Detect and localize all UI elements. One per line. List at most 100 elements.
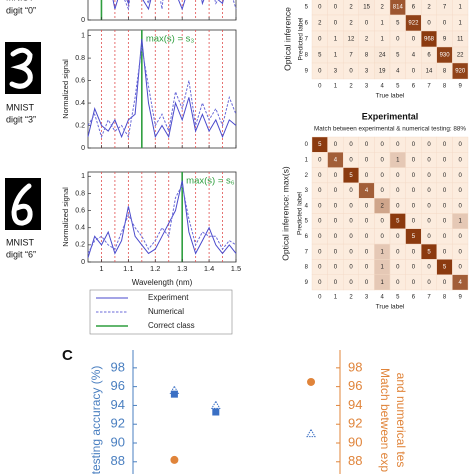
row-label: 8 [305,265,309,271]
cell-label: 0 [396,173,400,179]
y2-tick-label: 96 [348,378,362,393]
cell-label: 0 [412,188,416,194]
cell-label: 0 [334,249,338,255]
cell-label: 24 [379,53,386,59]
cell-label: 9 [443,37,447,43]
panel-frame [87,29,237,149]
row-label: 4 [305,203,309,209]
cell-label: 4 [396,69,400,75]
y-tick-label: 1 [81,32,85,39]
digit-label: digit “0” [6,5,36,15]
cell-label: 0 [365,265,369,271]
cell-label: 920 [455,69,466,75]
row-label: 8 [305,53,309,59]
cell-label: 12 [348,37,355,43]
cell-label: 0 [349,280,353,286]
cell-label: 4 [334,158,338,164]
digit-image-6 [5,178,41,230]
x-tick-label: 1.4 [204,264,214,273]
cell-label: 0 [443,203,447,209]
cell-label: 15 [363,5,370,11]
x-axis-label: True label [376,93,405,100]
cell-label: 0 [381,173,385,179]
cell-label: 0 [334,234,338,240]
y2-tick-label: 98 [348,359,362,374]
cell-label: 0 [443,249,447,255]
cell-label: 5 [349,173,353,179]
cell-label: 0 [349,265,353,271]
cell-label: 0 [318,158,322,164]
panel-label: C [62,347,73,364]
cell-label: 6 [427,53,431,59]
numerical-line [87,46,237,139]
y2-axis-label: and numerical tes [394,373,408,468]
col-label: 9 [459,295,463,301]
cell-label: 0 [443,158,447,164]
cell-label: 8 [365,53,369,59]
cell-label: 2 [318,21,322,27]
y2-tick-label: 92 [348,416,362,431]
spectrum-panel: 00.20.40.60.81Normalized signalMNISTdigi… [6,0,237,24]
y-tick-label: 0.4 [75,225,85,232]
y-axis-label: Optical inference: max(s) [280,166,290,261]
cell-label: 8 [443,69,447,75]
legend-label: Correct class [148,321,195,330]
cell-label: 0 [381,219,385,225]
cell-label: 4 [412,53,416,59]
cell-label: 0 [443,21,447,27]
plots: 0 0.2 0.4 0.6 0.8 1 Normalized signal MNIST digi… [6,0,469,474]
cell-label: 3 [365,69,369,75]
col-label: 0 [318,84,322,90]
cell-label: 0 [334,280,338,286]
cell-label: 0 [412,142,416,148]
cell-label: 0 [365,203,369,209]
row-label: 2 [305,173,309,179]
cell-label: 4 [459,280,463,286]
annotation: max(s) = s₆ [186,176,235,187]
cell-label: 0 [349,219,353,225]
cell-label: 0 [412,69,416,75]
cell-label: 0 [318,173,322,179]
cell-label: 1 [459,219,463,225]
col-label: 1 [334,84,338,90]
cell-label: 0 [427,219,431,225]
row-label: 9 [305,280,309,286]
col-label: 3 [365,84,369,90]
col-label: 9 [459,84,463,90]
cell-label: 0 [459,142,463,148]
cell-label: 5 [396,219,400,225]
annotation: max(s) = s₃ [146,34,195,45]
row-title: Predicted label [298,17,305,61]
cell-label: 0 [396,203,400,209]
cell-label: 1 [381,37,385,43]
cell-label: 2 [365,37,369,43]
cell-label: 0 [427,173,431,179]
col-label: 6 [412,295,416,301]
cell-label: 0 [459,249,463,255]
cell-label: 0 [443,280,447,286]
cell-label: 1 [459,21,463,27]
spectrum-panel: 0 0.2 0.4 0.6 0.8 1 max(s) = s₃ Normalized sign… [6,29,237,152]
digit-label: MNIST [6,102,35,112]
y-axis-label: testing accuracy (%) [89,366,103,474]
x-tick-label: 1 [99,264,103,273]
cell-label: 0 [396,37,400,43]
cell-label: 0 [334,21,338,27]
cell-label: 0 [412,280,416,286]
panel-frame [87,0,237,21]
cell-label: 0 [459,173,463,179]
x-tick-label: 1.3 [177,264,187,273]
cell-label: 0 [427,158,431,164]
cell-label: 0 [396,234,400,240]
legend-label: Numerical [148,307,184,316]
row-label: 7 [305,249,309,255]
cell-label: 0 [412,265,416,271]
cell-label: 3 [334,69,338,75]
cell-label: 0 [334,5,338,11]
col-label: 3 [365,295,369,301]
cell-label: 0 [427,21,431,27]
col-label: 5 [396,295,400,301]
matrix-subtitle: Match between experimental & numerical t… [314,126,466,133]
cell-label: 0 [349,188,353,194]
